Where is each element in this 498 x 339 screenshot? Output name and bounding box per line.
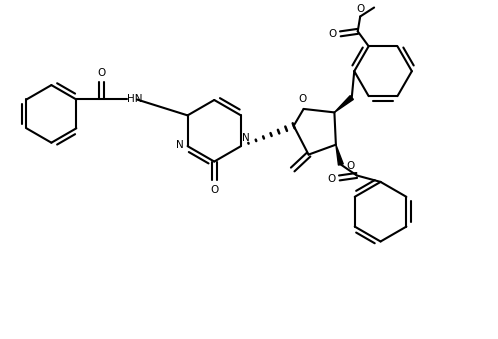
Polygon shape	[336, 145, 343, 165]
Text: O: O	[298, 95, 307, 104]
Text: HN: HN	[127, 95, 143, 104]
Text: O: O	[327, 174, 335, 184]
Text: N: N	[242, 133, 249, 143]
Text: O: O	[347, 161, 355, 171]
Text: O: O	[328, 29, 336, 39]
Polygon shape	[334, 96, 354, 113]
Text: O: O	[97, 68, 105, 78]
Text: O: O	[356, 4, 365, 15]
Text: O: O	[210, 185, 218, 195]
Text: N: N	[176, 140, 184, 150]
